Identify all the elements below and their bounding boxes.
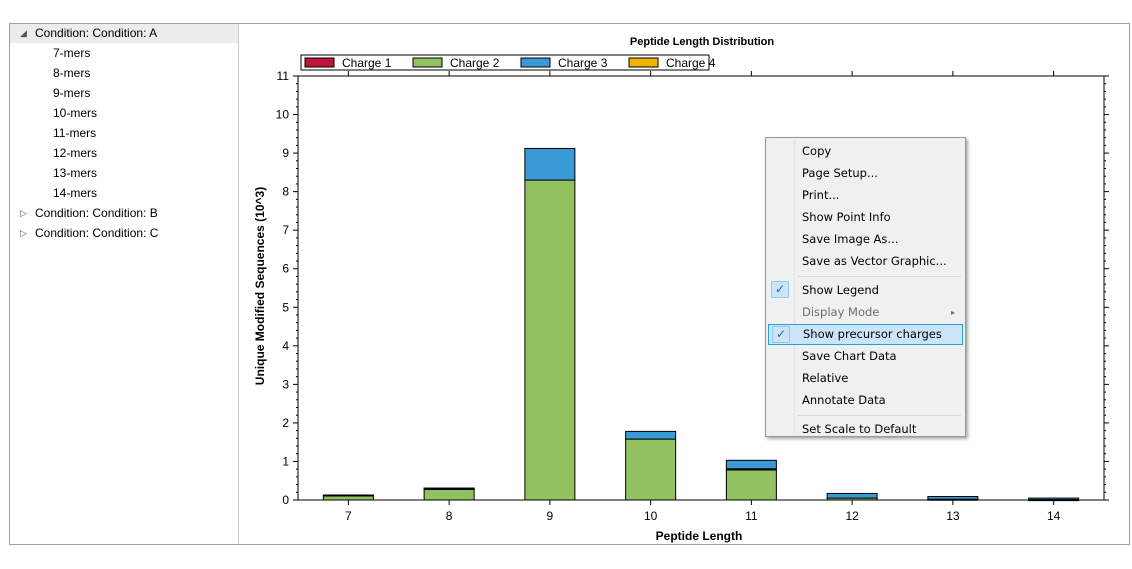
bar-segment[interactable]: [322, 494, 374, 497]
collapsed-arrow-icon[interactable]: ▷: [20, 228, 27, 238]
legend-box: [300, 54, 710, 71]
bar-segment[interactable]: [826, 492, 878, 499]
menu-item-label: Set Scale to Default: [802, 422, 917, 436]
bar-segment[interactable]: [524, 179, 576, 501]
expanded-arrow-icon[interactable]: ◢: [20, 28, 27, 38]
menu-item-save-image-as[interactable]: Save Image As...: [768, 229, 963, 250]
menu-item-annotate-data[interactable]: Annotate Data: [768, 390, 963, 411]
bar-segment[interactable]: [725, 459, 777, 470]
x-tick-label: 14: [1047, 509, 1061, 523]
y-axis-label: Unique Modified Sequences (10^3): [253, 187, 267, 385]
menu-item-show-legend[interactable]: ✓ Show Legend: [768, 280, 963, 301]
bar-segment[interactable]: [524, 147, 576, 181]
tree-item-label: Condition: Condition: A: [35, 26, 158, 40]
collapsed-arrow-icon[interactable]: ▷: [20, 208, 27, 218]
y-tick-label: 10: [276, 108, 290, 122]
x-tick-label: 12: [845, 509, 859, 523]
checkmark-icon: ✓: [771, 281, 789, 298]
bar-segment[interactable]: [927, 496, 979, 500]
menu-gutter: [794, 140, 795, 434]
legend-swatch: [304, 57, 335, 68]
menu-item-label: Show Legend: [802, 283, 879, 297]
tree-item-label: 14-mers: [53, 186, 98, 200]
menu-item-display-mode: Display Mode ▸: [768, 302, 963, 323]
peptide-length-chart[interactable]: Peptide Length Distribution Charge 1 Charg…: [239, 24, 1129, 544]
bar-segment[interactable]: [625, 430, 677, 440]
menu-separator: [798, 276, 961, 277]
legend-label: Charge 4: [666, 56, 716, 70]
menu-item-relative[interactable]: Relative: [768, 368, 963, 389]
legend-swatch: [628, 57, 659, 68]
y-tick-label: 0: [282, 493, 289, 507]
y-tick-label: 2: [282, 416, 289, 430]
bar-segment[interactable]: [725, 469, 777, 501]
bar-segment[interactable]: [423, 487, 475, 490]
legend-label: Charge 2: [450, 56, 500, 70]
tree-item-label: 10-mers: [53, 106, 98, 120]
menu-item-label: Page Setup...: [802, 166, 878, 180]
legend-label: Charge 1: [342, 56, 392, 70]
menu-item-label: Relative: [802, 371, 849, 385]
legend-swatch: [412, 57, 443, 68]
menu-item-save-as-vector-graphic[interactable]: Save as Vector Graphic...: [768, 251, 963, 272]
legend-swatch: [520, 57, 551, 68]
checkmark-icon: ✓: [772, 326, 790, 343]
menu-item-label: Print...: [802, 188, 840, 202]
x-tick-label: 11: [745, 509, 758, 523]
menu-item-copy[interactable]: Copy: [768, 141, 963, 162]
menu-item-page-setup[interactable]: Page Setup...: [768, 163, 963, 184]
context-menu[interactable]: Copy Page Setup... Print... Show Point Info…: [765, 137, 966, 437]
menu-item-print[interactable]: Print...: [768, 185, 963, 206]
tree-item-condition[interactable]: ◢ Condition: Condition: A: [10, 24, 238, 43]
x-tick-label: 9: [547, 509, 554, 523]
y-tick-label: 3: [282, 377, 289, 391]
menu-item-label: Display Mode: [802, 305, 880, 319]
y-tick-label: 6: [282, 262, 289, 276]
chart-title: Peptide Length Distribution: [630, 36, 774, 48]
menu-item-label: Copy: [802, 144, 832, 158]
x-tick-label: 7: [345, 509, 352, 523]
tree-item-label: 9-mers: [53, 86, 91, 100]
y-tick-label: 4: [282, 339, 289, 353]
y-tick-label: 8: [282, 185, 289, 199]
menu-item-show-point-info[interactable]: Show Point Info: [768, 207, 963, 228]
condition-tree[interactable]: ◢ Condition: Condition: A 7-mers 8-mers 9-me…: [10, 24, 239, 544]
bar-segment[interactable]: [423, 488, 475, 501]
menu-item-label: Save as Vector Graphic...: [802, 254, 947, 268]
menu-item-set-scale-to-default[interactable]: Set Scale to Default: [768, 419, 963, 440]
tree-item-label: 7-mers: [53, 46, 91, 60]
menu-item-label: Annotate Data: [802, 393, 886, 407]
bar-segment[interactable]: [1028, 497, 1080, 501]
menu-item-label: Save Image As...: [802, 232, 899, 246]
x-tick-label: 8: [446, 509, 453, 523]
tree-item-label: Condition: Condition: C: [35, 226, 159, 240]
menu-item-label: Show Point Info: [802, 210, 891, 224]
y-tick-label: 11: [277, 69, 290, 83]
legend-label: Charge 3: [558, 56, 608, 70]
tree-item-label: 8-mers: [53, 66, 91, 80]
y-tick-label: 5: [282, 300, 289, 314]
menu-separator: [798, 415, 961, 416]
chart-panel[interactable]: Peptide Length Distribution Charge 1 Charg…: [239, 24, 1129, 544]
bar-segment[interactable]: [625, 438, 677, 501]
tree-item-label: 12-mers: [53, 146, 98, 160]
tree-item-label: 11-mers: [53, 126, 97, 140]
menu-item-label: Save Chart Data: [802, 349, 897, 363]
tree-item-label: 13-mers: [53, 166, 98, 180]
y-tick-label: 7: [282, 223, 289, 237]
plot-area: [297, 75, 1105, 501]
tree-item-label: Condition: Condition: B: [35, 206, 158, 220]
menu-item-save-chart-data[interactable]: Save Chart Data: [768, 346, 963, 367]
menu-item-label: Show precursor charges: [803, 327, 942, 341]
x-axis-label: Peptide Length: [656, 529, 743, 543]
x-tick-label: 13: [946, 509, 960, 523]
y-tick-label: 9: [282, 146, 289, 160]
submenu-arrow-icon: ▸: [950, 308, 955, 317]
x-tick-label: 10: [644, 509, 658, 523]
menu-item-show-precursor-charges[interactable]: ✓ Show precursor charges: [768, 324, 963, 345]
y-tick-label: 1: [282, 454, 289, 468]
